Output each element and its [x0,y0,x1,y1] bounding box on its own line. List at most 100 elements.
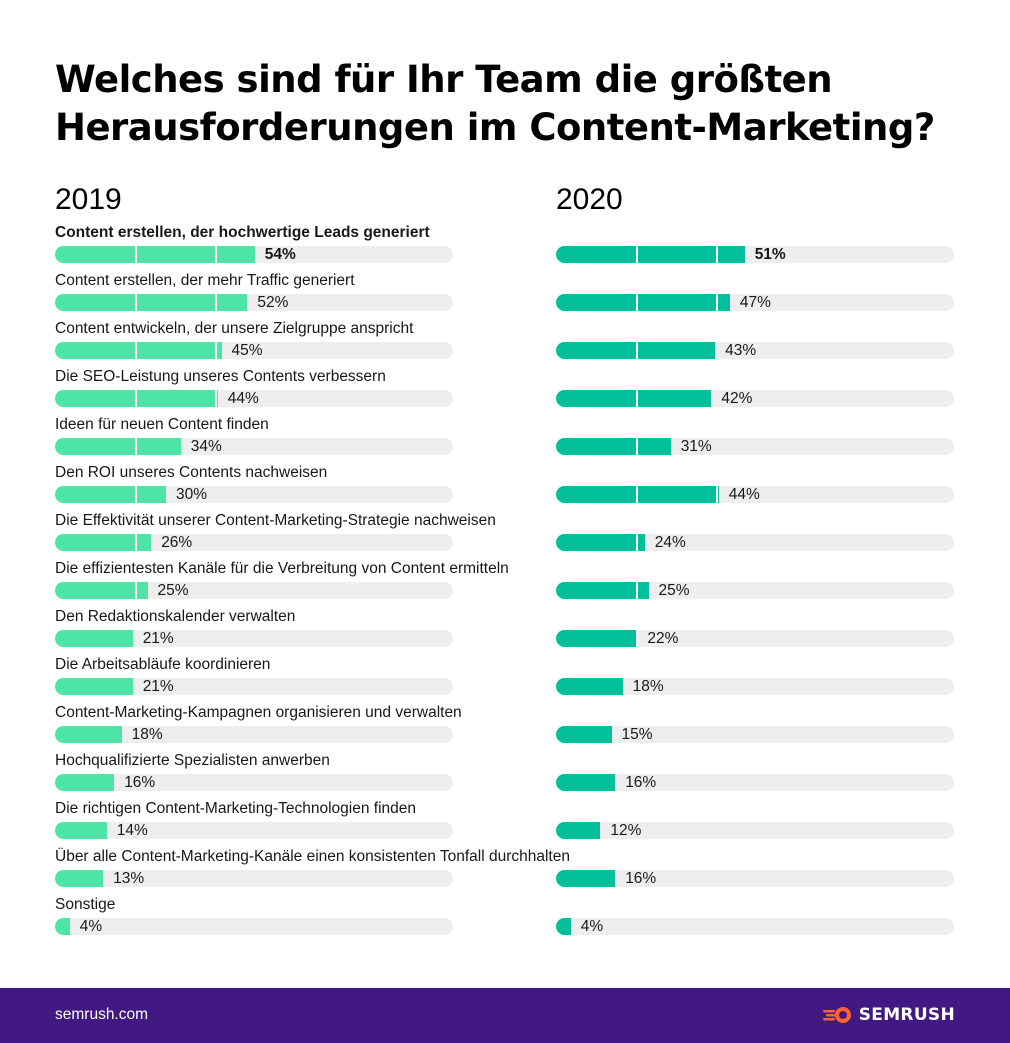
bar-2020 [556,294,730,311]
category-label: Content-Marketing-Kampagnen organisieren… [55,704,462,721]
bar-gridline [135,246,137,263]
value-label-2020: 44% [728,486,760,503]
bar-track-2020: 25% [556,582,954,599]
category-label: Hochqualifizierte Spezialisten anwerben [55,752,330,769]
value-label-2019: 21% [142,630,174,647]
bar-2020 [556,678,623,695]
bar-2020 [556,630,638,647]
bar-2019 [55,246,255,263]
title-line-1: Welches sind für Ihr Team die größten [55,58,833,101]
bar-track-2019: 25% [55,582,453,599]
chart-title: Welches sind für Ihr Team die größten He… [55,56,955,152]
value-label-2019: 14% [116,822,148,839]
bar-track-2019: 26% [55,534,453,551]
value-label-2019: 4% [79,918,103,935]
bar-track-2019: 4% [55,918,453,935]
category-label: Die Arbeitsabläufe koordinieren [55,656,271,673]
bar-track-2019: 34% [55,438,453,455]
category-label: Sonstige [55,896,116,913]
value-label-2019: 26% [161,534,193,551]
semrush-logo[interactable]: SEMRUSH [822,1004,955,1026]
bar-2019 [55,822,107,839]
value-label-2019: 30% [176,486,208,503]
value-label-2020: 51% [754,246,786,263]
bar-track-2020: 16% [556,774,954,791]
bar-2019 [55,342,222,359]
bar-2019 [55,630,133,647]
bar-2019 [55,918,70,935]
value-label-2020: 18% [632,678,664,695]
bar-gridline [135,486,137,503]
value-label-2020: 15% [621,726,653,743]
bar-track-2019: 54% [55,246,453,263]
footer-bar: semrush.com SEMRUSH [0,988,1010,1043]
category-label: Den ROI unseres Contents nachweisen [55,464,328,481]
value-label-2019: 44% [227,390,259,407]
value-label-2019: 16% [124,774,156,791]
bar-track-2019: 45% [55,342,453,359]
bar-track-2020: 18% [556,678,954,695]
bar-track-2019: 18% [55,726,453,743]
bar-gridline [135,390,137,407]
value-label-2019: 25% [157,582,189,599]
category-label: Content erstellen, der hochwertige Leads… [55,224,430,241]
bar-2020 [556,342,716,359]
category-label: Die SEO-Leistung unseres Contents verbes… [55,368,386,385]
value-label-2020: 24% [654,534,686,551]
bar-gridline [215,342,217,359]
bar-gridline [135,438,137,455]
bar-track-2020: 44% [556,486,954,503]
bar-gridline [135,294,137,311]
category-label: Die effizientesten Kanäle für die Verbre… [55,560,509,577]
value-label-2020: 42% [721,390,753,407]
category-label: Ideen für neuen Content finden [55,416,269,433]
brand-name: SEMRUSH [858,1005,955,1025]
bar-track-2019: 16% [55,774,453,791]
bar-track-2020: 12% [556,822,954,839]
bar-2020 [556,726,612,743]
value-label-2019: 21% [142,678,174,695]
value-label-2020: 4% [580,918,604,935]
bar-gridline [636,390,638,407]
bar-track-2019: 44% [55,390,453,407]
bar-2020 [556,246,745,263]
bar-2019 [55,678,133,695]
value-label-2020: 16% [625,870,657,887]
bar-track-2020: 22% [556,630,954,647]
bar-track-2019: 21% [55,630,453,647]
bar-2020 [556,534,645,551]
bar-track-2020: 15% [556,726,954,743]
bar-2019 [55,438,181,455]
value-label-2019: 13% [113,870,145,887]
bar-track-2019: 21% [55,678,453,695]
bar-2020 [556,438,671,455]
semrush-flame-icon [822,1007,851,1023]
value-label-2020: 16% [625,774,657,791]
bar-gridline [716,486,718,503]
bar-gridline [636,630,638,647]
category-label: Über alle Content-Marketing-Kanäle einen… [55,848,570,865]
bar-2019 [55,870,104,887]
value-label-2020: 25% [658,582,690,599]
year-heading-2019: 2019 [55,183,122,216]
bar-track-2020: 43% [556,342,954,359]
bar-gridline [716,294,718,311]
category-label: Den Redaktionskalender verwalten [55,608,296,625]
bar-2020 [556,390,712,407]
value-label-2019: 52% [257,294,289,311]
site-link[interactable]: semrush.com [55,1006,149,1023]
value-label-2020: 47% [739,294,771,311]
bar-2020 [556,870,616,887]
category-label: Content entwickeln, der unsere Zielgrupp… [55,320,414,337]
bar-gridline [135,534,137,551]
bar-track-2020: 42% [556,390,954,407]
bar-track-2019: 13% [55,870,453,887]
bar-track-2019: 52% [55,294,453,311]
bar-gridline [215,294,217,311]
bar-2020 [556,822,601,839]
bar-2020 [556,582,649,599]
title-line-2: Herausforderungen im Content-Marketing? [55,106,935,149]
bar-gridline [215,390,217,407]
value-label-2019: 34% [190,438,222,455]
value-label-2020: 12% [610,822,642,839]
